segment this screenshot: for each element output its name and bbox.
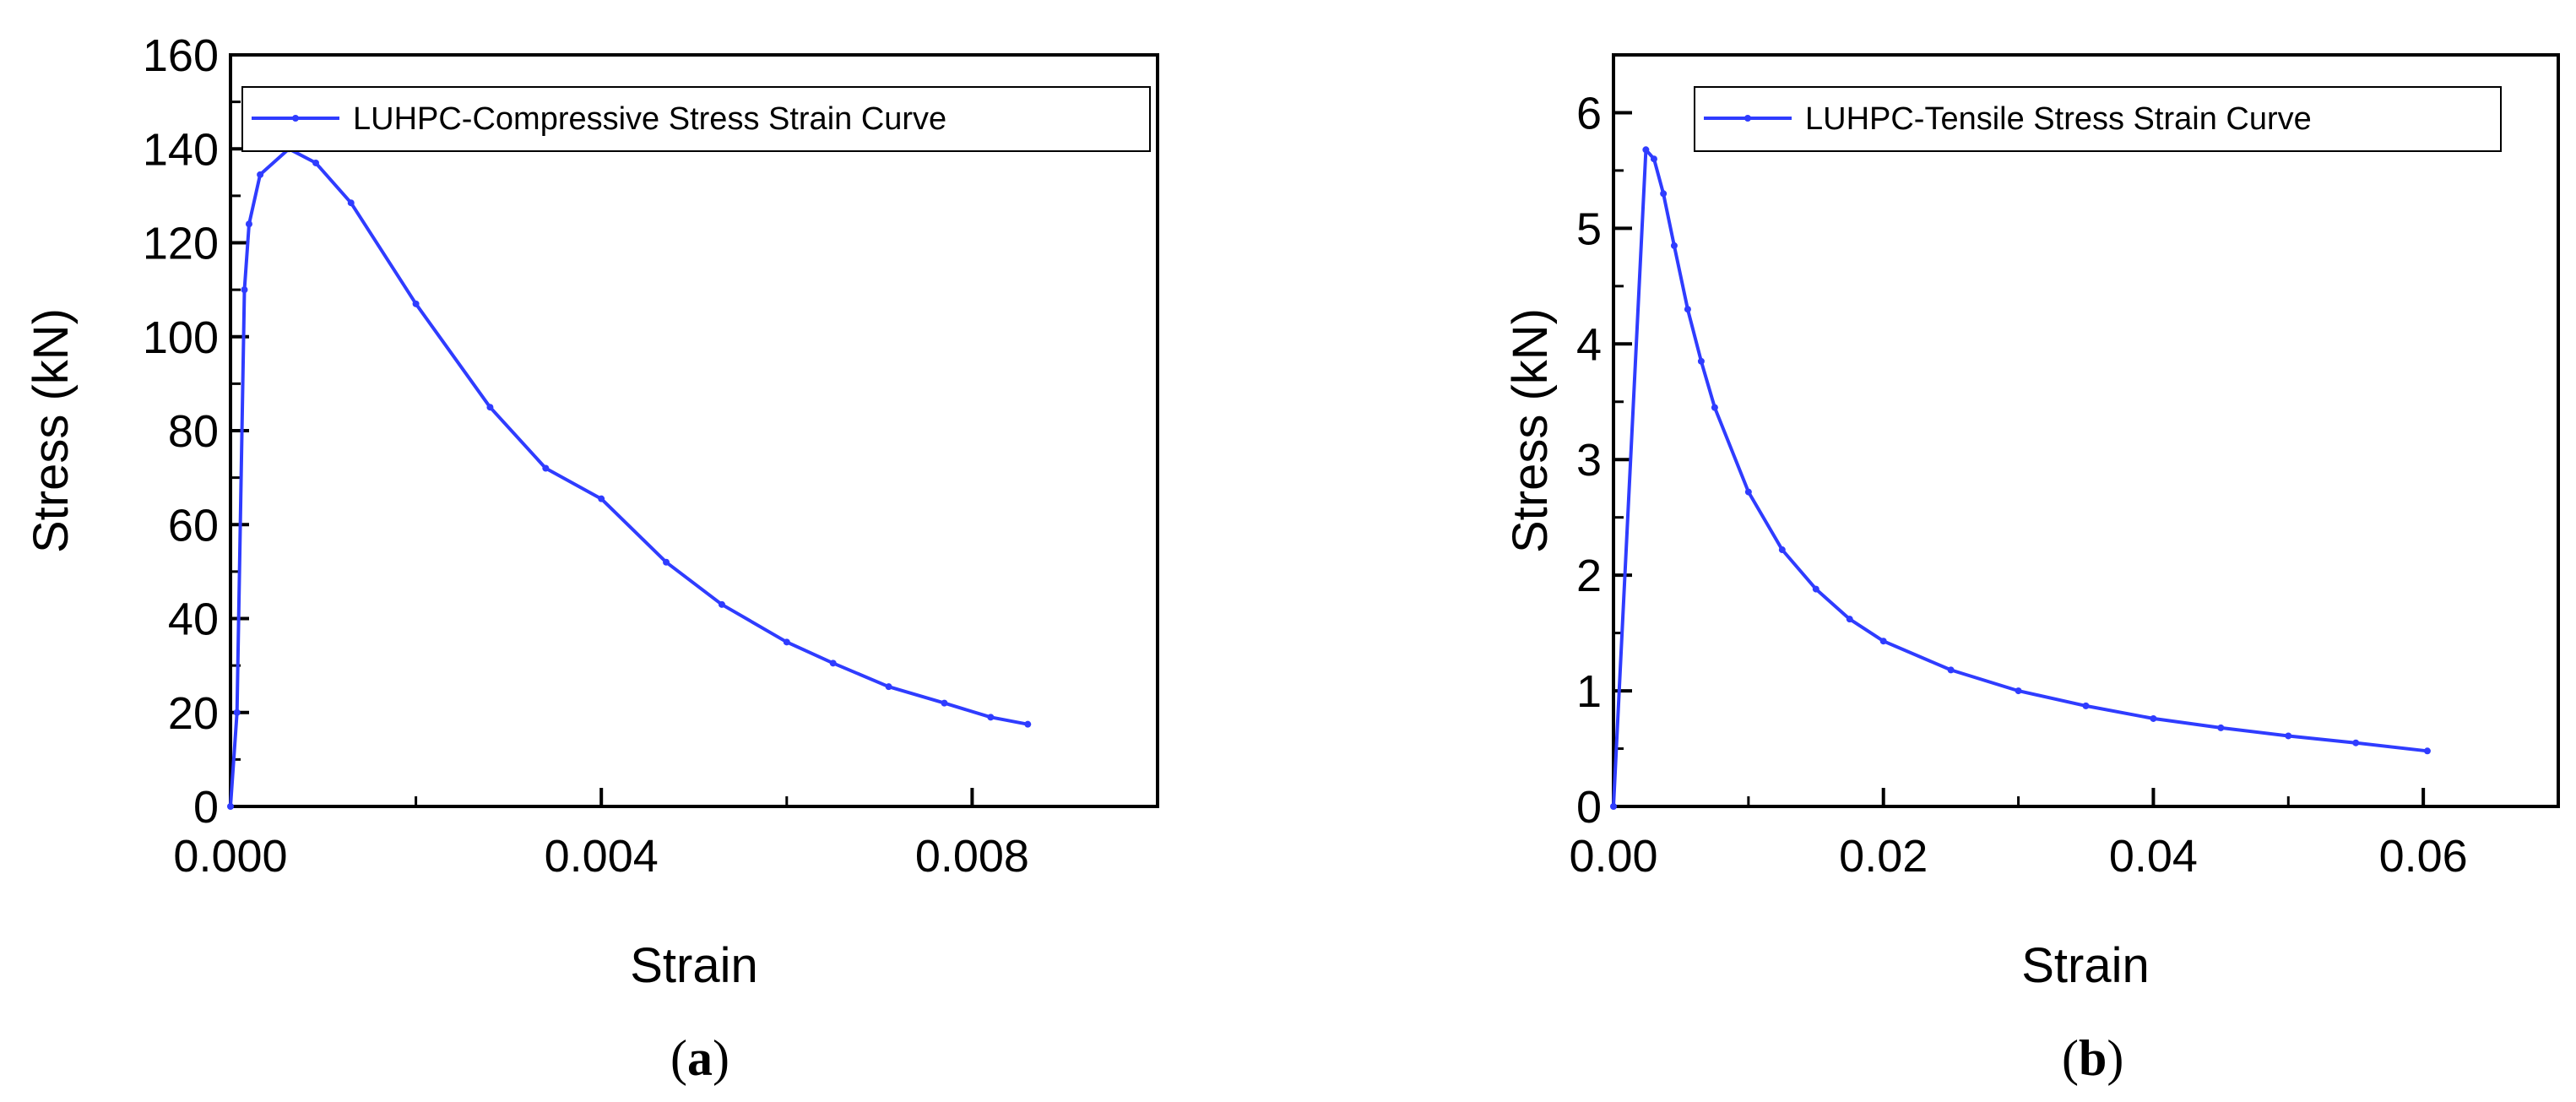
data-point-a: [312, 159, 320, 166]
legend-swatch-marker-b: [1744, 115, 1751, 122]
data-point-a: [257, 171, 264, 178]
legend-box-a: [241, 86, 1151, 152]
y-tick-label-a: 20: [168, 688, 219, 739]
y-tick-label-a: 40: [168, 594, 219, 645]
data-point-a: [987, 714, 995, 721]
legend-swatch-marker-a: [292, 115, 299, 122]
x-axis-title-b: Strain: [2021, 938, 2150, 993]
x-tick-label-a: 0.004: [545, 831, 659, 882]
data-point-b: [1846, 616, 1853, 623]
y-tick-label-b: 3: [1576, 435, 1602, 486]
data-point-b: [1879, 638, 1887, 645]
y-tick-label-a: 60: [168, 500, 219, 551]
chart-panel-a: 0 20 40 60 80 100 120 140 160 0.000 0.004 0.008 LUH…: [24, 30, 1159, 1086]
y-tick-label-b: 5: [1576, 204, 1602, 254]
chart-panel-b: 0 1 2 3 4 5 6 0.00 0.02 0.04 0.06 LUHPC-Tensile St…: [1503, 53, 2560, 1086]
data-point-b: [2217, 724, 2225, 731]
panel-label-b: (b): [2062, 1030, 2123, 1086]
panel-label-a: (a): [670, 1030, 729, 1086]
data-point-a: [241, 286, 248, 294]
data-point-b: [1812, 585, 1819, 593]
data-point-b: [1778, 546, 1786, 554]
data-point-b: [1684, 306, 1691, 313]
data-point-b: [1642, 146, 1650, 154]
data-point-b: [2150, 714, 2157, 722]
data-point-b: [1744, 488, 1752, 496]
plot-frame-a: [229, 53, 1159, 808]
data-point-a: [598, 495, 605, 502]
y-axis-title-a: Stress (kN): [24, 308, 79, 553]
y-tick-label-a: 120: [143, 219, 219, 269]
y-tick-label-a: 0: [193, 782, 219, 833]
data-point-a: [885, 683, 892, 691]
legend-a: LUHPC-Compressive Stress Strain Curve: [241, 86, 1151, 152]
legend-b: LUHPC-Tensile Stress Strain Curve: [1694, 86, 2502, 152]
data-point-a: [227, 803, 234, 810]
marks-a: [227, 145, 1032, 810]
data-point-b: [2285, 732, 2292, 740]
data-point-a: [663, 558, 670, 566]
data-point-b: [1610, 803, 1617, 810]
data-point-a: [783, 638, 790, 646]
data-point-b: [1711, 404, 1718, 411]
panel-letter-a: a: [687, 1030, 713, 1086]
ticks-b: 0 1 2 3 4 5 6 0.00 0.02 0.04 0.06: [1569, 88, 2560, 882]
data-point-b: [1947, 666, 1955, 674]
data-point-a: [233, 708, 241, 716]
data-point-a: [718, 600, 725, 608]
marks-b: [1610, 146, 2431, 810]
data-point-b: [2082, 702, 2090, 709]
data-point-a: [1024, 720, 1032, 728]
data-point-b: [1650, 155, 1657, 163]
x-tick-label-b: 0.02: [1839, 831, 1928, 882]
data-point-a: [486, 404, 494, 411]
y-tick-label-a: 160: [143, 30, 219, 81]
panel-letter-b: b: [2079, 1030, 2107, 1086]
data-point-b: [2352, 739, 2360, 746]
y-tick-label-a: 80: [168, 406, 219, 457]
y-tick-label-a: 140: [143, 124, 219, 175]
y-tick-label-a: 100: [143, 312, 219, 363]
series-line-a: [229, 147, 1028, 807]
data-point-b: [1660, 190, 1668, 198]
data-point-a: [245, 220, 252, 228]
y-tick-label-b: 2: [1576, 551, 1602, 601]
legend-box-b: [1694, 86, 2502, 152]
legend-label-a: LUHPC-Compressive Stress Strain Curve: [353, 101, 946, 137]
data-point-b: [1670, 242, 1678, 249]
x-tick-label-a: 0.008: [915, 831, 1029, 882]
series-line-b: [1612, 148, 2428, 807]
data-point-a: [542, 464, 550, 472]
data-point-a: [412, 300, 420, 307]
data-point-b: [2015, 687, 2022, 695]
legend-label-b: LUHPC-Tensile Stress Strain Curve: [1805, 101, 2312, 137]
y-tick-label-b: 1: [1576, 666, 1602, 717]
x-tick-label-b: 0.04: [2109, 831, 2198, 882]
x-tick-label-b: 0.00: [1569, 831, 1657, 882]
data-point-b: [1697, 357, 1705, 365]
y-tick-label-b: 4: [1576, 319, 1602, 370]
y-axis-title-b: Stress (kN): [1503, 308, 1558, 553]
y-tick-label-b: 6: [1576, 88, 1602, 138]
x-axis-title-a: Strain: [630, 938, 758, 993]
data-point-b: [2423, 747, 2431, 755]
data-point-a: [941, 699, 948, 707]
data-point-a: [829, 660, 837, 667]
y-tick-label-b: 0: [1576, 782, 1602, 833]
x-tick-label-b: 0.06: [2379, 831, 2468, 882]
plot-frame-b: [1612, 53, 2560, 808]
ticks-a: 0 20 40 60 80 100 120 140 160 0.000 0.004 0.008: [143, 30, 1159, 882]
data-point-a: [347, 199, 355, 207]
x-tick-label-a: 0.000: [173, 831, 287, 882]
